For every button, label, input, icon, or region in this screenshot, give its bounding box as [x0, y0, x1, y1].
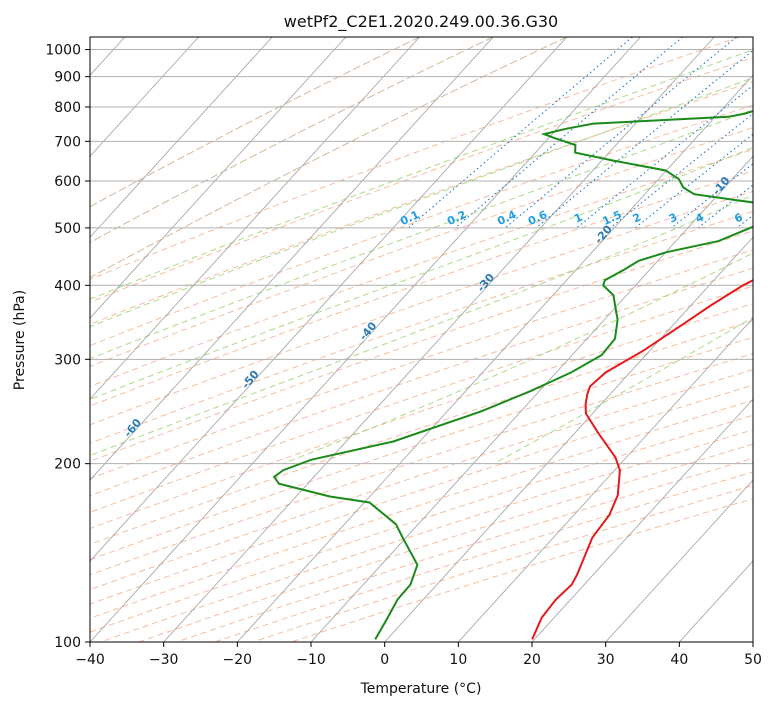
skewed-isotherm-line [163, 37, 715, 642]
temperature-profile-line [531, 279, 753, 640]
x-tick-label: −10 [296, 652, 326, 668]
y-axis-label: Pressure (hPa) [12, 290, 28, 390]
x-tick-label: −30 [149, 652, 179, 668]
pressure-gridlines [90, 49, 753, 642]
dry-adiabat-line [90, 353, 753, 576]
skewed-isotherm-line [90, 37, 273, 238]
skewed-isotherm-line [531, 398, 753, 642]
dry-adiabat-line [90, 37, 740, 280]
x-tick-label: 20 [523, 652, 541, 668]
mixing-ratio-line [765, 37, 775, 228]
dry-adiabat-line [90, 56, 753, 303]
y-tick-label: 1000 [45, 43, 81, 59]
dry-adiabat-line [90, 303, 753, 530]
theta-e-line [90, 37, 494, 244]
dry-adiabat-line [90, 267, 753, 497]
chart-title: wetPf2_C2E1.2020.249.00.36.G30 [284, 12, 558, 32]
x-tick-label: 10 [449, 652, 467, 668]
skewed-isotherm-line [458, 317, 753, 642]
y-tick-label: 800 [54, 100, 81, 116]
skewed-isotherm-line [90, 37, 420, 400]
x-tick-label: 40 [670, 652, 688, 668]
theta-e-line [90, 37, 420, 208]
skewed-isotherm-line [90, 37, 347, 319]
skewed-isotherm-line [90, 37, 568, 562]
x-axis: −40 −30 −20 −10 0 10 20 30 40 50 [75, 642, 762, 668]
y-tick-label: 700 [54, 134, 81, 150]
x-tick-label: 50 [744, 652, 762, 668]
dry-adiabat-line [90, 369, 753, 591]
skewed-isotherm-line [90, 37, 641, 642]
dewpoint-profile-line [272, 110, 753, 640]
mixing-ratio-line [535, 49, 753, 229]
moist-adiabat-line [493, 316, 753, 465]
dry-adiabat-line [90, 210, 753, 444]
y-tick-label: 900 [54, 70, 81, 86]
mixing-ratio-line [504, 37, 737, 229]
y-axis: 100 200 300 400 500 600 700 800 900 1000 [45, 43, 90, 651]
plot-frame [89, 36, 754, 643]
y-tick-label: 600 [54, 174, 81, 190]
dry-adiabat-line [90, 149, 753, 387]
y-tick-label: 100 [54, 635, 81, 651]
dry-adiabat-line [90, 190, 753, 426]
mixing-ratio-line [408, 37, 633, 229]
moist-adiabat-line [90, 108, 753, 360]
y-tick-label: 200 [54, 457, 81, 473]
moist-adiabat-line [90, 194, 753, 457]
dry-adiabat-line [90, 127, 753, 367]
x-tick-label: −40 [75, 652, 105, 668]
y-tick-label: 300 [54, 352, 81, 368]
skewed-isotherm-line [237, 74, 753, 642]
skewed-isotherm-line [752, 641, 753, 642]
sounding-series [272, 110, 753, 640]
moist-adiabat-line [283, 252, 753, 465]
skewed-isotherm-line [90, 37, 199, 157]
dry-adiabat-line [90, 320, 753, 545]
background-lines [90, 37, 775, 642]
skewed-isotherm-line [605, 479, 753, 642]
y-tick-label: 400 [54, 278, 81, 294]
moist-adiabat-line [90, 147, 753, 400]
isotherm-label: -70 [4, 464, 27, 488]
x-axis-label: Temperature (°C) [360, 681, 482, 697]
moist-adiabat-line [90, 77, 753, 328]
skewed-isotherm-line [310, 155, 753, 642]
plot-area: -100-90-80-70-60-50-40-30-20-10010203040… [4, 37, 775, 642]
x-tick-label: 0 [380, 652, 389, 668]
mixing-ratio-line [454, 37, 683, 229]
mixing-ratio-label: 8 [761, 211, 773, 226]
dry-adiabat-line [90, 170, 753, 407]
x-tick-label: 30 [597, 652, 615, 668]
mixing-ratio-line [576, 84, 753, 229]
x-tick-label: −20 [223, 652, 253, 668]
y-tick-label: 500 [54, 221, 81, 237]
skewed-isotherm-line [90, 37, 494, 481]
